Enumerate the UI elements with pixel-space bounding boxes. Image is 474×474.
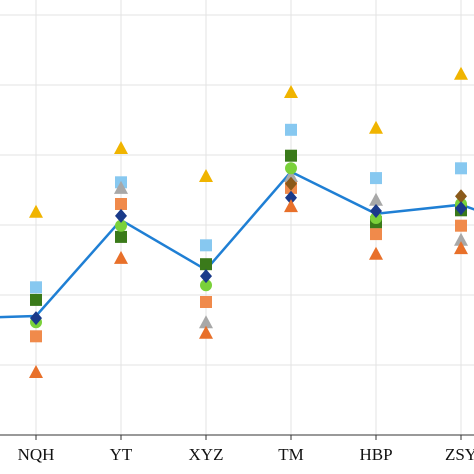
diamond-marker: [200, 269, 212, 284]
square-marker: [200, 239, 212, 252]
diamond-marker: [285, 190, 297, 205]
diamond-marker: [285, 176, 297, 191]
triangle-marker: [454, 232, 468, 246]
triangle-marker: [199, 325, 213, 339]
square-marker: [30, 330, 42, 343]
triangle-marker: [199, 315, 213, 329]
square-marker: [115, 198, 127, 210]
diamond-marker: [370, 204, 382, 218]
square-marker: [115, 230, 127, 243]
square-marker: [455, 162, 467, 175]
square-marker: [200, 258, 212, 271]
line: [0, 170, 474, 319]
x-tick-label: TM: [278, 445, 304, 464]
triangle-marker: [114, 250, 128, 264]
square-marker: [455, 219, 467, 232]
triangle-marker: [369, 246, 383, 260]
triangle-marker: [284, 169, 298, 182]
square-marker: [370, 228, 382, 241]
circle-marker: [115, 219, 127, 232]
x-tick-label: HBP: [359, 445, 392, 464]
triangle-marker: [29, 204, 43, 218]
circle-marker: [285, 162, 297, 175]
diamond-marker: [455, 201, 467, 216]
x-tick-label: ZSY: [445, 445, 474, 464]
diamond-marker: [455, 189, 467, 204]
triangle-marker: [29, 365, 43, 378]
triangle-marker: [199, 169, 213, 182]
triangle-marker: [454, 66, 468, 80]
square-marker: [30, 293, 42, 306]
x-tick-label: XYZ: [189, 445, 224, 464]
square-marker: [370, 172, 382, 185]
square-marker: [30, 281, 42, 294]
triangle-marker: [369, 192, 383, 206]
circle-marker: [200, 279, 212, 292]
triangle-marker: [114, 141, 128, 154]
x-tick-label: NQH: [18, 445, 55, 464]
triangle-marker: [284, 85, 298, 98]
x-tick-label: YT: [110, 445, 133, 464]
square-marker: [285, 123, 297, 136]
triangle-marker: [114, 180, 128, 194]
diamond-marker: [115, 208, 127, 223]
triangle-marker: [369, 120, 383, 134]
square-marker: [200, 296, 212, 308]
triangle-marker: [454, 241, 468, 255]
triangle-marker: [284, 199, 298, 213]
diamond-marker: [30, 311, 42, 326]
square-marker: [285, 149, 297, 162]
